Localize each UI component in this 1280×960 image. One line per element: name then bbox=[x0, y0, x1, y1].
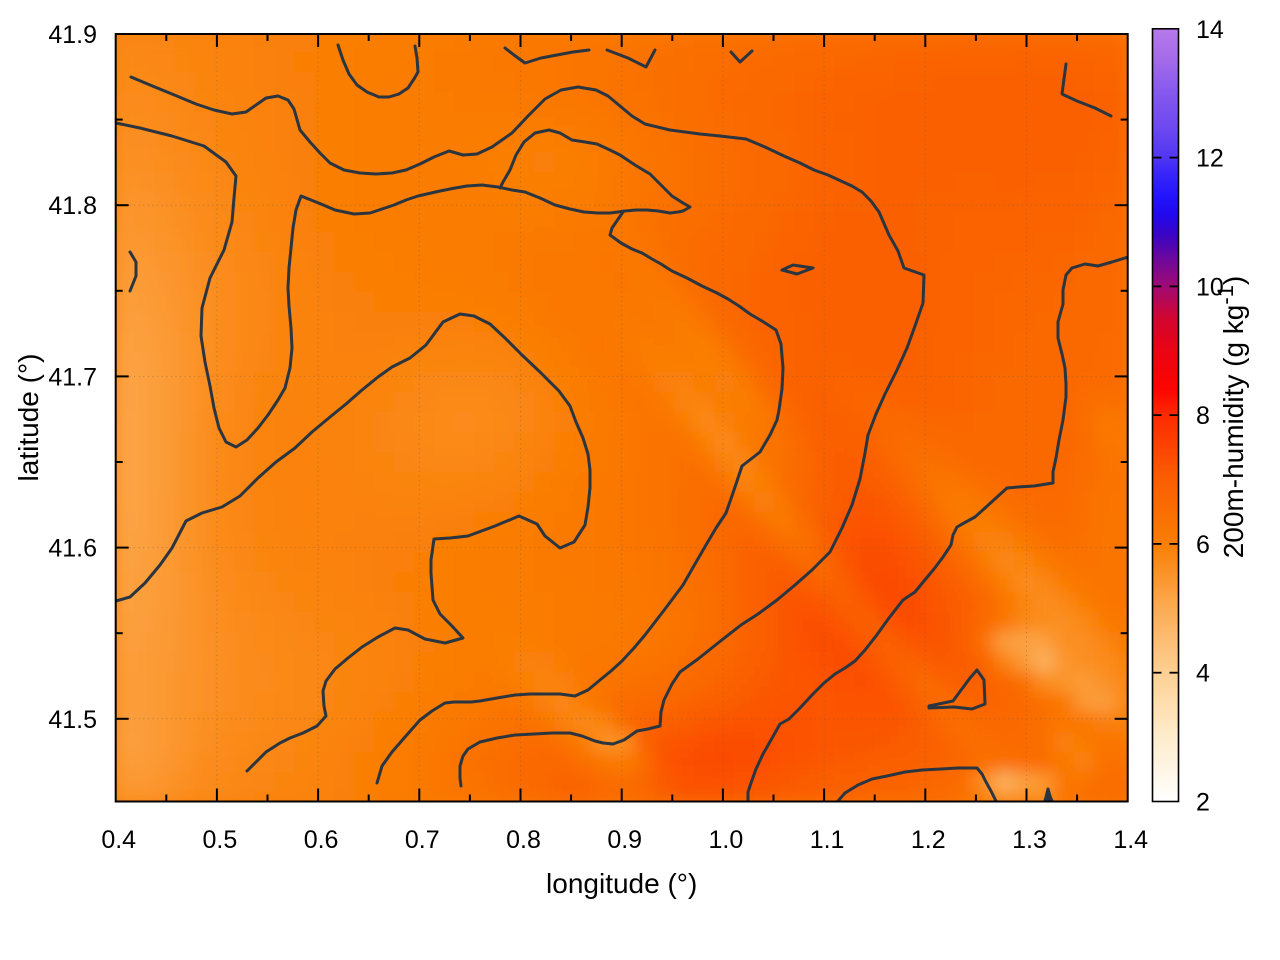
svg-text:6: 6 bbox=[1196, 531, 1210, 559]
svg-text:8: 8 bbox=[1196, 402, 1210, 430]
svg-text:0.4: 0.4 bbox=[101, 826, 136, 854]
svg-text:1.0: 1.0 bbox=[709, 826, 744, 854]
svg-text:41.5: 41.5 bbox=[48, 706, 97, 734]
svg-text:12: 12 bbox=[1196, 145, 1224, 173]
svg-text:10: 10 bbox=[1196, 273, 1224, 301]
svg-text:0.9: 0.9 bbox=[607, 826, 642, 854]
svg-text:200m-humidity (g kg-1): 200m-humidity (g kg-1) bbox=[1213, 276, 1249, 559]
svg-text:41.7: 41.7 bbox=[48, 363, 97, 391]
svg-text:41.6: 41.6 bbox=[48, 535, 97, 563]
svg-text:1.3: 1.3 bbox=[1012, 826, 1047, 854]
svg-text:0.8: 0.8 bbox=[506, 826, 541, 854]
svg-text:2: 2 bbox=[1196, 789, 1210, 817]
svg-text:1.4: 1.4 bbox=[1113, 826, 1148, 854]
svg-text:41.9: 41.9 bbox=[48, 21, 97, 49]
svg-text:0.6: 0.6 bbox=[304, 826, 339, 854]
svg-text:1.2: 1.2 bbox=[911, 826, 946, 854]
svg-text:latitude (°): latitude (°) bbox=[13, 354, 44, 482]
svg-text:0.7: 0.7 bbox=[405, 826, 440, 854]
svg-text:14: 14 bbox=[1196, 16, 1224, 44]
svg-text:0.5: 0.5 bbox=[203, 826, 238, 854]
svg-text:4: 4 bbox=[1196, 660, 1210, 688]
svg-text:41.8: 41.8 bbox=[48, 192, 97, 220]
svg-text:longitude (°): longitude (°) bbox=[546, 868, 697, 899]
svg-text:1.1: 1.1 bbox=[810, 826, 845, 854]
